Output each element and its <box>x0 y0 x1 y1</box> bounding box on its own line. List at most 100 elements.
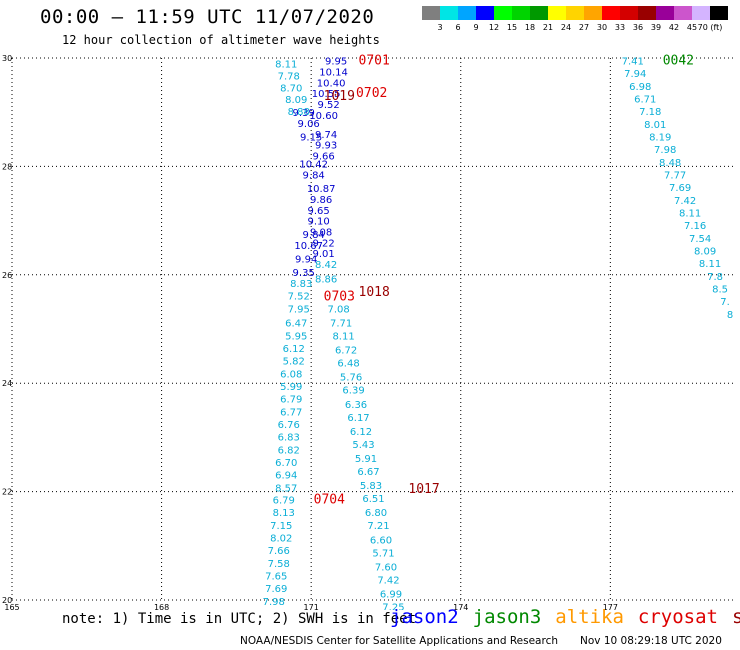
wave-height-value: 5.43 <box>352 440 374 451</box>
color-scale-label: 3 <box>437 23 442 32</box>
wave-height-value: 9.86 <box>310 195 332 206</box>
wave-height-value: 7.69 <box>265 584 287 595</box>
wave-height-value: 6.77 <box>280 407 302 418</box>
color-swatch <box>620 6 638 20</box>
wave-height-value: 5.95 <box>285 332 307 343</box>
wave-height-value: 7.52 <box>288 291 310 302</box>
y-tick-label: 28 <box>2 162 12 171</box>
wave-height-value: 8.02 <box>270 534 292 545</box>
color-swatch <box>710 6 728 20</box>
wave-height-value: 9.95 <box>325 57 347 68</box>
wave-height-value: 9.93 <box>315 141 337 152</box>
color-swatch <box>494 6 512 20</box>
wave-height-value: 7. <box>720 297 730 308</box>
wave-height-value: 7.78 <box>278 71 300 82</box>
color-swatch <box>566 6 584 20</box>
wave-height-value: 8.13 <box>273 508 295 519</box>
wave-height-value: 9.35 <box>293 268 315 279</box>
color-swatch <box>638 6 656 20</box>
color-scale-label: 24 <box>561 23 571 32</box>
wave-height-value: 8.83 <box>290 279 312 290</box>
wave-height-value: 5.76 <box>340 373 362 384</box>
wave-height-value: 6.48 <box>337 359 359 370</box>
color-swatch <box>530 6 548 20</box>
wave-height-value: 5.83 <box>360 481 382 492</box>
wave-height-value: 8.70 <box>280 83 302 94</box>
wave-height-value: 10.60 <box>309 111 338 122</box>
footnote: note: 1) Time is in UTC; 2) SWH is in fe… <box>62 611 417 627</box>
color-swatch <box>512 6 530 20</box>
wave-height-value: 9.84 <box>303 230 325 241</box>
wave-height-value: 7.42 <box>674 196 696 207</box>
wave-height-value: 9.39 <box>293 108 315 119</box>
color-scale-label: 9 <box>473 23 478 32</box>
wave-height-value: 9.10 <box>308 217 330 228</box>
page-title: 00:00 – 11:59 UTC 11/07/2020 <box>40 6 375 28</box>
wave-height-value: 9.65 <box>308 206 330 217</box>
wave-height-value: 6.80 <box>365 508 387 519</box>
wave-height-value: 6.12 <box>350 427 372 438</box>
wave-height-value: 6.72 <box>335 346 357 357</box>
wave-height-value: 6.47 <box>285 318 307 329</box>
wave-height-value: 8.86 <box>315 275 337 286</box>
wave-height-value: 6.60 <box>370 535 392 546</box>
wave-height-value: 7.94 <box>624 69 646 80</box>
color-swatch <box>476 6 494 20</box>
wave-height-value: 6.67 <box>357 467 379 478</box>
wave-height-value: 9.74 <box>315 130 337 141</box>
wave-height-value: 7.69 <box>669 183 691 194</box>
color-scale-label: 27 <box>579 23 589 32</box>
wave-height-value: 6.12 <box>283 344 305 355</box>
wave-height-value: 9.01 <box>313 249 335 260</box>
wave-height-value: 9.66 <box>313 152 335 163</box>
wave-height-value: 5.91 <box>355 454 377 465</box>
wave-height-value: 10.67 <box>294 241 323 252</box>
color-swatch <box>440 6 458 20</box>
wave-height-value: 6.71 <box>634 95 656 106</box>
pass-time-label: 1018 <box>359 285 390 300</box>
wave-height-value: 10.55 <box>312 89 341 100</box>
credit-text: NOAA/NESDIS Center for Satellite Applica… <box>240 635 558 647</box>
legend-entry: s3a <box>732 606 740 628</box>
wave-height-value: 7.8 <box>707 272 723 283</box>
wave-height-value: 7.95 <box>288 304 310 315</box>
wave-height-value: 9.08 <box>310 227 332 238</box>
wave-height-value: 9.22 <box>313 238 335 249</box>
wave-height-value: 10.40 <box>317 78 346 89</box>
wave-height-value: 7.16 <box>684 221 706 232</box>
color-scale-label: 70 (ft) <box>698 23 723 32</box>
wave-height-value: 6.79 <box>280 394 302 405</box>
color-scale-label: 21 <box>543 23 553 32</box>
wave-height-value: 6.76 <box>278 420 300 431</box>
wave-height-value: 8.09 <box>694 246 716 257</box>
x-tick-label: 174 <box>453 603 468 610</box>
wave-height-value: 9.15 <box>300 133 322 144</box>
wave-height-value: 7.65 <box>265 572 287 583</box>
color-scale-label: 15 <box>507 23 517 32</box>
wave-height-value: 8.5 <box>712 284 728 295</box>
wave-height-value: 6.17 <box>347 413 369 424</box>
legend-entry: cryosat <box>637 606 718 628</box>
color-scale-label: 45 <box>687 23 697 32</box>
color-scale-label: 42 <box>669 23 679 32</box>
wave-height-value: 9.52 <box>317 100 339 111</box>
wave-height-value: 7.18 <box>639 107 661 118</box>
wave-height-value: 10.87 <box>307 184 336 195</box>
wave-height-value: 6.83 <box>278 432 300 443</box>
wave-height-value: 7.08 <box>327 304 349 315</box>
y-tick-label: 22 <box>2 488 12 497</box>
wave-height-value: 8.19 <box>649 133 671 144</box>
color-scale-label: 6 <box>455 23 460 32</box>
color-scale-label: 33 <box>615 23 625 32</box>
wave-height-value: 7.60 <box>375 562 397 573</box>
pass-time-label: 1019 <box>324 89 355 104</box>
x-tick-label: 171 <box>304 603 319 610</box>
wave-height-value: 6.36 <box>345 400 367 411</box>
wave-height-value: 7.66 <box>268 546 290 557</box>
wave-height-value: 6.08 <box>280 369 302 380</box>
wave-height-value: 6.70 <box>275 458 297 469</box>
color-swatch <box>656 6 674 20</box>
wave-height-value: 7.21 <box>367 521 389 532</box>
wave-height-value: 7.42 <box>377 575 399 586</box>
timestamp: Nov 10 08:29:18 UTC 2020 <box>580 635 722 647</box>
